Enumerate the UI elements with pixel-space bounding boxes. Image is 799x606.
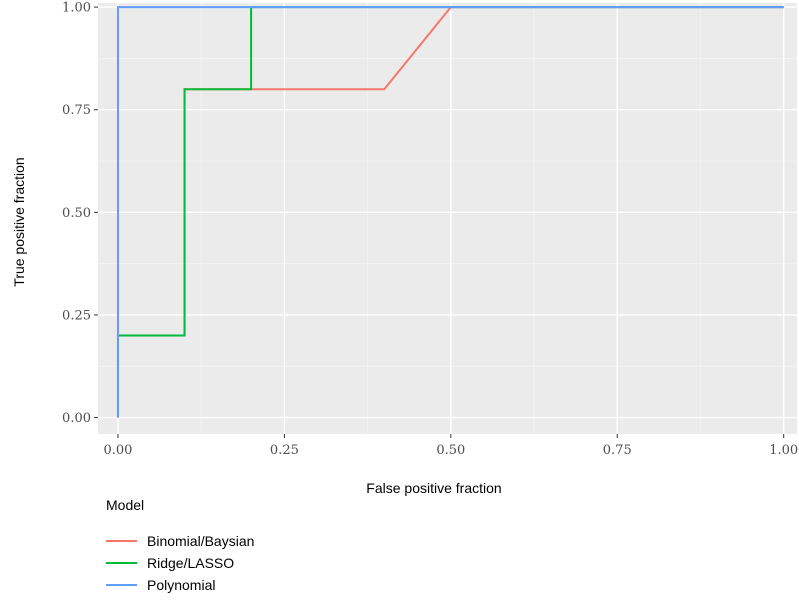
x-tick-label: 0.00 xyxy=(103,443,132,458)
y-tick-label: 0.75 xyxy=(62,103,91,118)
legend-label: Ridge/LASSO xyxy=(147,555,234,571)
x-tick-label: 0.25 xyxy=(270,443,299,458)
x-axis-title: False positive fraction xyxy=(366,480,501,496)
series-line-polynomial xyxy=(116,6,784,418)
y-tick-label: 1.00 xyxy=(62,1,91,16)
x-tick-label: 0.50 xyxy=(436,443,465,458)
legend-label: Polynomial xyxy=(147,577,215,593)
minor-gridlines xyxy=(98,3,797,434)
y-axis-ticks: 0.00 0.25 0.50 0.75 1.00 xyxy=(62,1,98,426)
series-layer xyxy=(116,6,784,418)
x-tick-label: 0.75 xyxy=(603,443,632,458)
y-tick-label: 0.50 xyxy=(62,206,91,221)
legend: Model Binomial/Baysian Ridge/LASSO Polynom… xyxy=(103,497,254,596)
y-tick-label: 0.25 xyxy=(62,308,91,323)
plot-panel xyxy=(98,3,797,434)
y-tick-label: 0.00 xyxy=(62,411,91,426)
x-tick-label: 1.00 xyxy=(769,443,798,458)
x-axis-ticks: 0.00 0.25 0.50 0.75 1.00 xyxy=(103,434,798,458)
y-axis-title: True positive fraction xyxy=(11,157,27,286)
legend-title: Model xyxy=(106,497,144,513)
legend-label: Binomial/Baysian xyxy=(147,533,254,549)
